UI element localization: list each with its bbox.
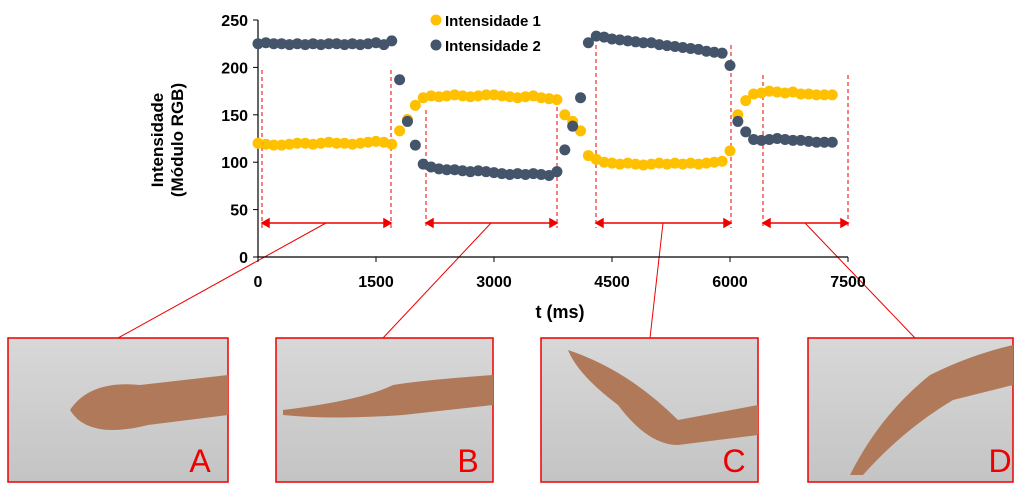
point — [567, 121, 578, 132]
x-tick-label: 6000 — [712, 274, 748, 291]
y-tick-label: 200 — [221, 60, 248, 77]
chart: A B C D t (ms) Intensidade (Módulo RGB) 0 50… — [0, 0, 1014, 483]
point — [732, 116, 743, 127]
legend-marker — [431, 40, 442, 51]
y-tick-label: 0 — [239, 250, 248, 267]
y-tick-label: 50 — [230, 203, 248, 220]
point — [402, 116, 413, 127]
point — [551, 94, 562, 105]
x-axis-label: t (ms) — [536, 302, 585, 322]
x-tick-label: 1500 — [358, 274, 394, 291]
x-tick-label: 4500 — [594, 274, 630, 291]
y-tick-label: 100 — [221, 155, 248, 172]
point — [717, 48, 728, 59]
y-axis-label: (Módulo RGB) — [168, 83, 187, 197]
y-axis-label: Intensidade — [148, 93, 167, 187]
photos — [8, 338, 1013, 482]
point — [386, 35, 397, 46]
photo-label: B — [457, 443, 478, 479]
y-tick-label: 250 — [221, 13, 248, 30]
legend-label: Intensidade 2 — [445, 38, 541, 55]
photo-label: A — [189, 443, 211, 479]
point — [394, 74, 405, 85]
photo-label: D — [988, 443, 1011, 479]
point — [827, 89, 838, 100]
point — [575, 92, 586, 103]
x-tick-label: 7500 — [830, 274, 866, 291]
point — [725, 60, 736, 71]
x-tick-label: 0 — [254, 274, 263, 291]
arrows — [118, 219, 915, 338]
point — [386, 139, 397, 150]
y-tick-label: 150 — [221, 108, 248, 125]
point — [717, 156, 728, 167]
point — [551, 166, 562, 177]
point — [725, 145, 736, 156]
point — [410, 140, 421, 151]
legend-label: Intensidade 1 — [445, 13, 541, 30]
point — [559, 144, 570, 155]
x-tick-label: 3000 — [476, 274, 512, 291]
point — [827, 137, 838, 148]
point — [394, 125, 405, 136]
legend-marker — [431, 15, 442, 26]
photo-label: C — [722, 443, 745, 479]
